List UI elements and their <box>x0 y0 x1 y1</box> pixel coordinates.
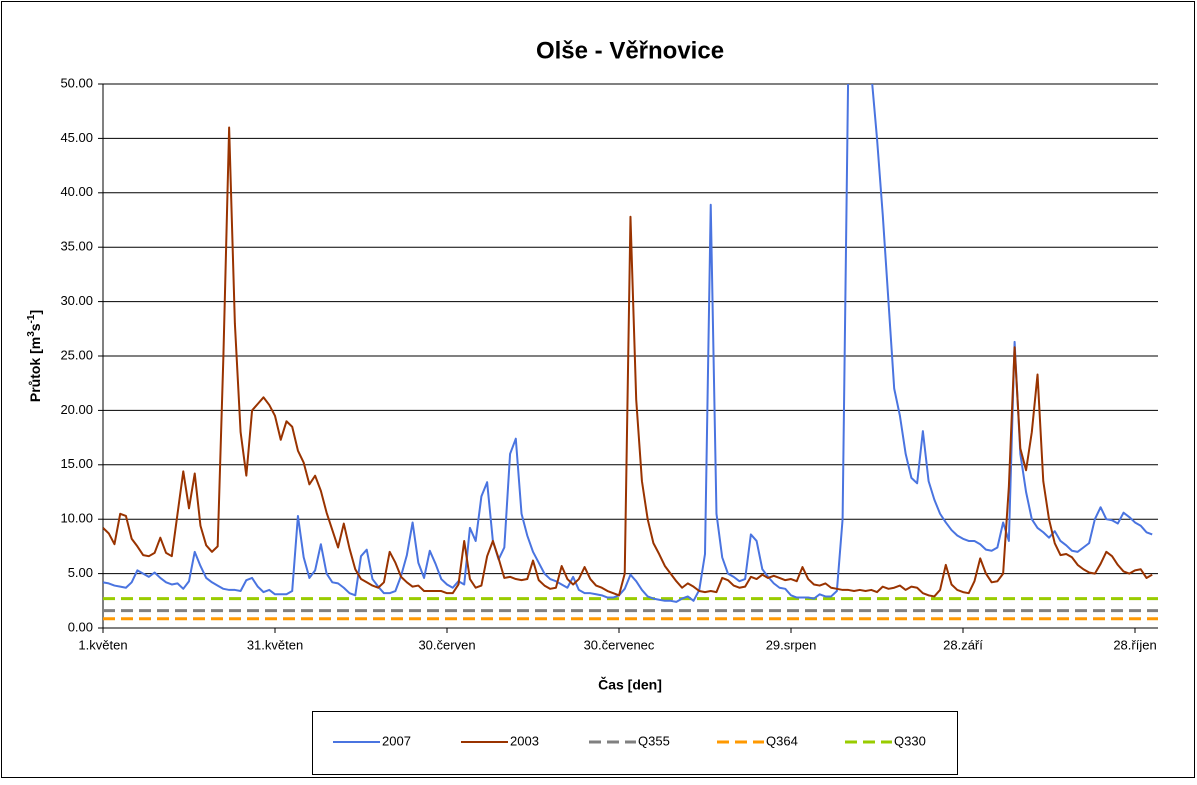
y-axis-label-part: Průtok [m <box>27 337 43 402</box>
y-tick-label: 0.00 <box>68 619 93 634</box>
y-tick-label: 10.00 <box>60 511 93 526</box>
y-axis-label-part: ] <box>27 310 43 315</box>
y-axis-label-sup: -1 <box>26 314 37 323</box>
x-axis-label: Čas [den] <box>598 676 662 693</box>
legend-label: Q330 <box>894 733 926 748</box>
y-tick-label: 15.00 <box>60 456 93 471</box>
x-tick-label: 29.srpen <box>766 637 817 652</box>
y-tick-label: 35.00 <box>60 239 93 254</box>
x-tick-label: 1.květen <box>78 637 127 652</box>
series-line <box>103 126 1153 598</box>
plot-area <box>103 84 1158 621</box>
y-tick-label: 25.00 <box>60 347 93 362</box>
y-tick-label: 30.00 <box>60 293 93 308</box>
y-tick-label: 20.00 <box>60 402 93 417</box>
y-axis-label-sup: 3 <box>26 331 37 337</box>
y-tick-label: 40.00 <box>60 184 93 199</box>
y-tick-label: 45.00 <box>60 130 93 145</box>
x-tick-label: 28.září <box>943 637 983 652</box>
x-tick-label: 30.červenec <box>584 637 655 652</box>
y-tick-label: 50.00 <box>60 75 93 90</box>
y-tick-label: 5.00 <box>68 565 93 580</box>
legend-label: Q364 <box>766 733 798 748</box>
legend-label: 2007 <box>382 733 411 748</box>
legend-label: 2003 <box>510 733 539 748</box>
x-tick-label: 28.říjen <box>1113 637 1156 652</box>
legend-label: Q355 <box>638 733 670 748</box>
x-tick-label: 31.květen <box>247 637 303 652</box>
x-tick-label: 30.červen <box>418 637 475 652</box>
chart-title: Olše - Věřnovice <box>536 37 724 64</box>
series-line <box>103 84 1153 603</box>
y-axis-label-part: s <box>27 323 43 331</box>
y-axis-label: Průtok [m3s-1] <box>26 310 43 402</box>
